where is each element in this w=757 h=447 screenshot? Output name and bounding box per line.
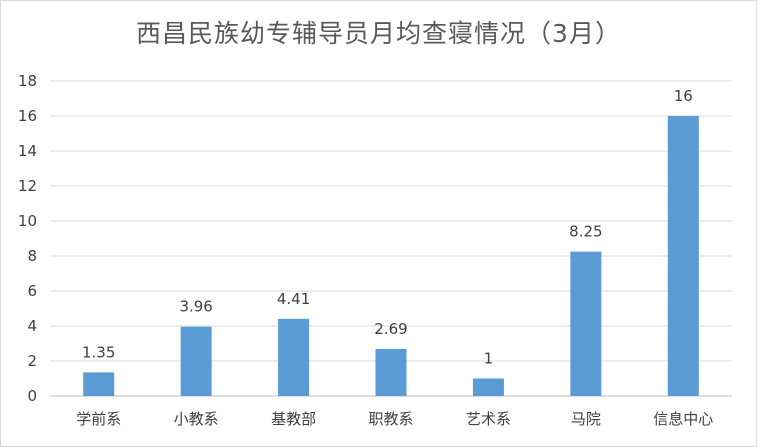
bar <box>278 318 310 396</box>
bar <box>180 326 212 396</box>
y-tick-label: 0 <box>27 387 37 405</box>
y-tick-label: 14 <box>18 142 37 160</box>
bar <box>83 372 115 396</box>
data-label: 16 <box>674 87 693 105</box>
gridlines <box>50 80 732 397</box>
data-label: 4.41 <box>277 290 310 308</box>
data-label: 3.96 <box>179 298 212 316</box>
y-axis: 0 2 4 6 8 10 12 14 16 18 <box>18 72 37 405</box>
bar <box>375 348 407 396</box>
chart-title: 西昌民族幼专辅导员月均查寝情况（3月） <box>136 19 621 48</box>
y-tick-label: 6 <box>27 282 37 300</box>
x-axis: 学前系 小教系 基教部 职教系 艺术系 马院 信息中心 <box>76 410 713 428</box>
x-tick-label: 艺术系 <box>466 410 511 428</box>
data-label: 2.69 <box>374 320 407 338</box>
data-label: 1.35 <box>82 343 115 361</box>
data-label: 8.25 <box>569 223 602 241</box>
x-tick-label: 信息中心 <box>653 410 713 428</box>
x-tick-label: 职教系 <box>368 410 413 428</box>
x-tick-label: 基教部 <box>271 410 316 428</box>
y-tick-label: 12 <box>18 177 37 195</box>
data-labels: 1.35 3.96 4.41 2.69 1 8.25 16 <box>82 87 693 368</box>
y-tick-label: 10 <box>18 212 37 230</box>
bar <box>667 116 699 396</box>
bars <box>83 116 699 396</box>
x-tick-label: 马院 <box>571 410 601 428</box>
y-tick-label: 8 <box>27 247 37 265</box>
data-label: 1 <box>484 350 494 368</box>
y-tick-label: 2 <box>27 352 37 370</box>
x-tick-label: 学前系 <box>76 410 121 428</box>
bar <box>570 251 602 396</box>
x-tick-label: 小教系 <box>174 410 219 428</box>
y-tick-label: 18 <box>18 72 37 90</box>
y-tick-label: 16 <box>18 107 37 125</box>
bar <box>472 378 504 396</box>
y-tick-label: 4 <box>27 317 37 335</box>
